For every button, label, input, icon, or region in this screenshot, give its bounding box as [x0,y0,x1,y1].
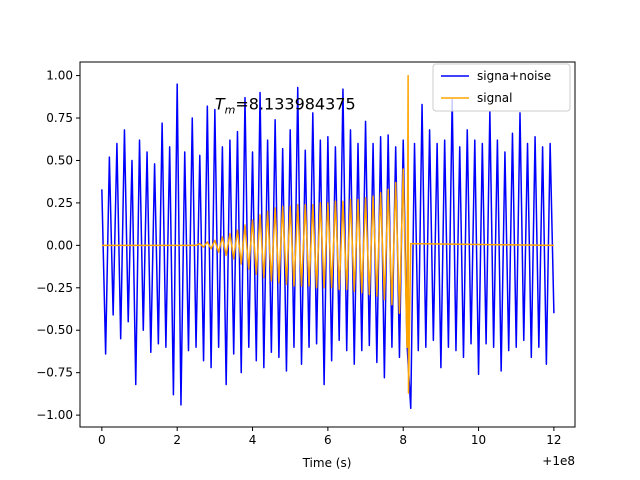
annotation-symbol: T [215,95,226,114]
x-tick-label: 8 [399,433,407,447]
x-tick-label: 6 [324,433,332,447]
y-tick-label: 1.00 [46,69,73,83]
annotation: Tm=8.133984375 [215,95,356,117]
x-axis-label: Time (s) [302,456,352,470]
plot-area [101,74,555,410]
annotation-subscript: m [225,104,236,117]
x-tick-label: 12 [546,433,561,447]
y-tick-label: 0.00 [46,238,73,252]
y-tick-label: 0.75 [46,111,73,125]
series-line [101,83,555,410]
y-tick-label: −0.25 [36,281,73,295]
series-line [101,74,554,394]
legend-label: signa+noise [477,69,551,83]
y-tick-label: −0.75 [36,366,73,380]
y-tick-label: 0.25 [46,196,73,210]
x-tick-label: 2 [173,433,181,447]
x-tick-label: 10 [471,433,486,447]
y-tick-label: −1.00 [36,408,73,422]
x-tick-label: 0 [98,433,106,447]
y-tick-label: −0.50 [36,323,73,337]
x-offset-label: +1e8 [542,454,575,468]
x-tick-label: 4 [249,433,257,447]
legend-label: signal [477,91,513,105]
y-tick-label: 0.50 [46,153,73,167]
annotation-text: =8.133984375 [235,95,355,114]
